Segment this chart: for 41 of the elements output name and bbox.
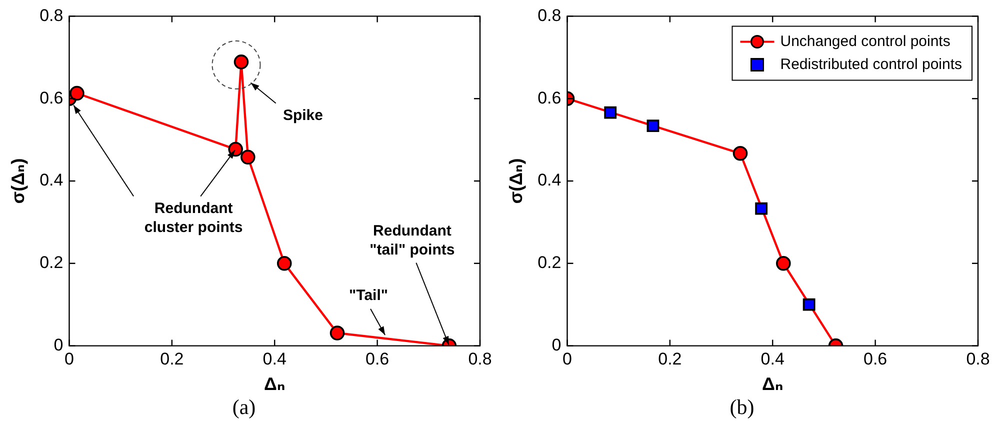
y-tick-label: 0.8 <box>538 6 562 25</box>
y-tick-label: 0 <box>552 335 562 354</box>
x-axis-title: Δₙ <box>264 374 286 394</box>
point <box>70 86 84 101</box>
x-tick-label: 0.8 <box>966 350 990 369</box>
y-axis-title: σ(Δₙ) <box>8 158 28 204</box>
annotation: Redundant "tail" points <box>370 222 455 258</box>
text: (a) <box>232 394 256 419</box>
y-tick-label: 0.2 <box>40 253 64 272</box>
point <box>732 146 748 161</box>
legend-label: Unchanged control points <box>780 32 950 50</box>
x-tick-label: 0.4 <box>262 350 286 369</box>
x-axis-title: Δₙ <box>762 374 784 394</box>
y-tick-label: 0.4 <box>40 170 64 190</box>
x-tick-label: 0.6 <box>365 350 390 369</box>
annotation: "Tail" <box>349 287 388 304</box>
point <box>330 326 345 340</box>
x-tick-label: 0.2 <box>658 350 682 369</box>
y-tick-label: 0.6 <box>538 88 562 108</box>
y-tick-label: 0.8 <box>40 6 64 25</box>
x-tick-label: 0.4 <box>760 350 784 369</box>
annotation: Spike <box>282 107 323 124</box>
y-tick-label: 0.2 <box>538 253 562 272</box>
point <box>276 256 292 271</box>
x-tick-label: 0.8 <box>468 350 492 369</box>
point <box>646 120 660 132</box>
x-tick-label: 0.6 <box>863 350 888 369</box>
point <box>802 298 816 311</box>
y-tick-label: 0.6 <box>40 88 64 108</box>
annotation: Redundant cluster points <box>144 200 243 236</box>
point <box>240 150 256 165</box>
y-tick-label: 0.4 <box>538 170 562 190</box>
point <box>776 256 791 271</box>
legend-label: Redistributed control points <box>780 56 962 73</box>
text: (b) <box>730 394 754 419</box>
x-tick-label: 0.2 <box>160 350 184 369</box>
point <box>755 202 768 215</box>
point <box>228 142 243 157</box>
y-axis-title: σ(Δₙ) <box>506 158 526 204</box>
y-tick-label: 0 <box>54 335 64 354</box>
point <box>604 106 617 119</box>
